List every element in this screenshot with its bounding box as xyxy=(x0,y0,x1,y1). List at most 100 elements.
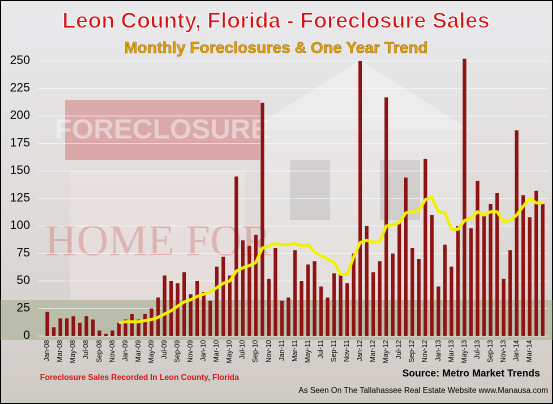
bar xyxy=(410,248,415,336)
y-tick-label: 0 xyxy=(23,328,30,342)
x-tick-label: Mar-11 xyxy=(292,340,299,362)
x-tick-label: Jul-11 xyxy=(318,340,325,359)
y-tick-label: 25 xyxy=(17,301,31,315)
bar xyxy=(527,217,532,336)
bar xyxy=(51,327,56,336)
y-tick-label: 225 xyxy=(10,81,30,95)
x-tick-label: May-09 xyxy=(148,340,155,363)
bar xyxy=(475,180,480,336)
bar xyxy=(280,300,284,336)
x-tick-label: Sep-11 xyxy=(331,340,338,362)
bar xyxy=(390,253,395,336)
x-tick-label: May-11 xyxy=(305,340,312,363)
bar xyxy=(397,221,402,336)
x-tick-label: Nov-13 xyxy=(500,340,507,363)
x-tick-label: May-10 xyxy=(227,340,234,363)
y-tick-label: 250 xyxy=(10,53,30,67)
bar xyxy=(97,330,102,336)
x-tick-label: Jan-10 xyxy=(201,340,208,362)
x-tick-label: May-13 xyxy=(461,340,468,363)
x-tick-label: Mar-12 xyxy=(370,340,377,362)
trend-line xyxy=(118,195,543,325)
x-tick-label: Nov-08 xyxy=(109,340,116,363)
bar xyxy=(260,102,265,336)
bar xyxy=(71,316,76,336)
x-tick-label: Mar-08 xyxy=(57,340,64,362)
bar xyxy=(358,61,363,336)
bar xyxy=(254,234,258,336)
bar xyxy=(149,308,154,336)
bar xyxy=(214,266,219,336)
x-tick-label: Jan-13 xyxy=(435,340,442,362)
x-tick-label: Mar-14 xyxy=(527,340,534,362)
y-tick-label: 200 xyxy=(10,108,30,122)
bar xyxy=(247,245,252,336)
x-tick-label: Jan-11 xyxy=(279,340,286,361)
x-tick-label: Sep-10 xyxy=(253,340,260,363)
bar xyxy=(449,266,454,336)
x-tick-label: Mar-10 xyxy=(214,340,221,362)
x-tick-label: Nov-10 xyxy=(266,340,273,363)
bar xyxy=(169,281,173,336)
bar xyxy=(58,318,63,336)
bar xyxy=(332,273,336,336)
bar xyxy=(117,322,121,336)
bar xyxy=(234,176,239,336)
bar xyxy=(201,292,206,336)
bar xyxy=(162,275,167,336)
bar xyxy=(312,261,317,336)
bar xyxy=(338,274,343,336)
x-tick-label: Mar-13 xyxy=(448,340,455,362)
bar xyxy=(195,281,200,336)
bar xyxy=(462,58,467,337)
x-tick-label: Sep-08 xyxy=(96,340,103,363)
source: Source: Metro Market Trends xyxy=(402,369,540,380)
x-tick-label: Sep-12 xyxy=(409,340,416,363)
bar xyxy=(64,318,69,336)
bar xyxy=(456,226,460,336)
bar xyxy=(371,272,376,336)
x-tick-label: Jul-08 xyxy=(83,340,90,359)
bar xyxy=(78,322,82,336)
bar xyxy=(143,314,147,336)
chart-subtitle: Monthly Foreclosures & One Year Trend xyxy=(124,40,428,57)
x-tick-label: Sep-13 xyxy=(487,340,494,363)
bar xyxy=(384,97,389,336)
y-tick-label: 75 xyxy=(17,246,31,260)
bar xyxy=(123,319,128,336)
bar xyxy=(91,319,95,336)
bar xyxy=(188,294,193,336)
bar xyxy=(286,297,291,336)
bar xyxy=(482,215,486,336)
chart-title: Leon County, Florida - Foreclosure Sales xyxy=(62,8,489,33)
bar xyxy=(110,330,115,336)
x-tick-label: May-08 xyxy=(70,340,77,363)
bar xyxy=(319,286,323,336)
bar xyxy=(227,275,232,336)
bar xyxy=(182,272,186,336)
bar xyxy=(84,316,89,336)
bar xyxy=(299,281,304,336)
bar xyxy=(130,314,134,336)
bar xyxy=(443,244,447,336)
x-tick-label: Jan-09 xyxy=(122,340,129,362)
x-tick-label: Jul-12 xyxy=(396,340,403,359)
website: As Seen On The Tallahassee Real Estate W… xyxy=(299,386,549,395)
x-tick-label: Jan-12 xyxy=(357,340,364,362)
bar xyxy=(306,264,310,336)
footnote: Foreclosure Sales Recorded In Leon Count… xyxy=(40,373,240,382)
bar xyxy=(469,228,473,336)
bar xyxy=(241,240,245,336)
bar xyxy=(104,333,108,336)
x-tick-label: Nov-09 xyxy=(188,340,195,363)
bar xyxy=(540,204,545,336)
bar xyxy=(508,250,512,336)
bar xyxy=(488,204,493,336)
x-tick-label: Mar-09 xyxy=(135,340,142,362)
bar xyxy=(208,300,213,336)
bar xyxy=(534,190,539,336)
x-tick-label: Nov-11 xyxy=(344,340,351,362)
bar xyxy=(364,226,369,336)
x-tick-label: Jan-14 xyxy=(514,340,521,362)
